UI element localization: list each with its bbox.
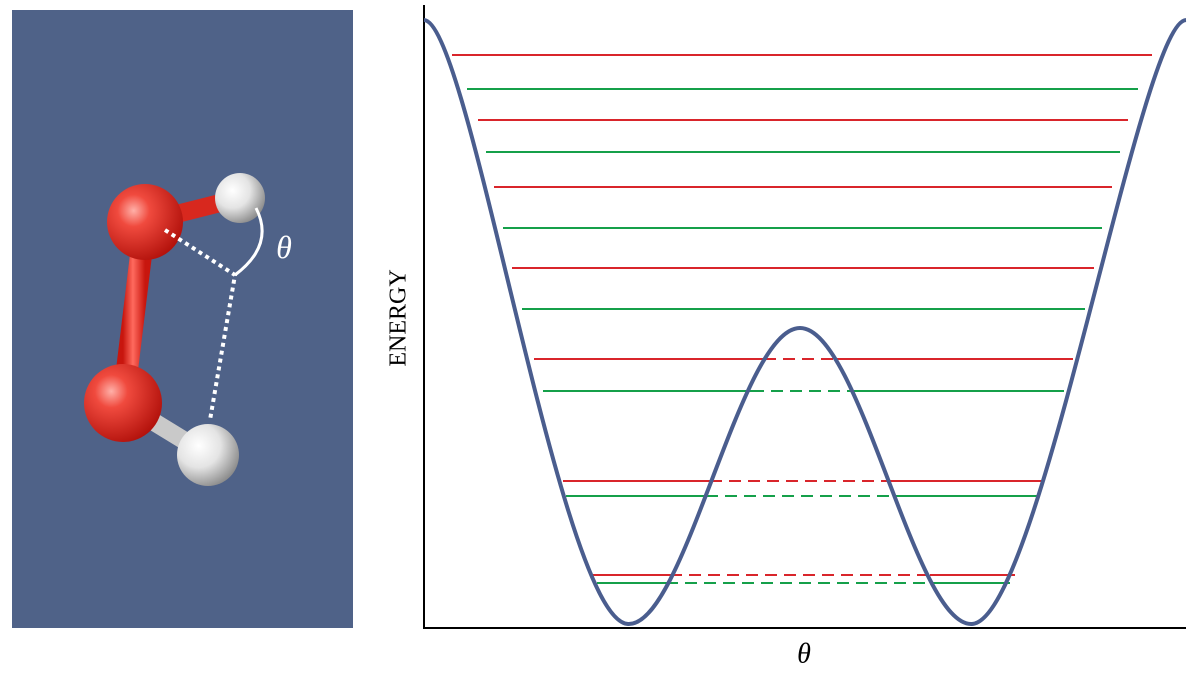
potential-curve [423, 18, 1187, 627]
hydrogen-atom [177, 424, 239, 486]
angle-label: θ [276, 229, 292, 265]
hydrogen-atom [215, 173, 265, 223]
molecule-panel: θ [12, 10, 353, 628]
oxygen-atom [84, 364, 162, 442]
panel-background [12, 10, 353, 628]
energy-plot: ENERGY θ [386, 5, 1187, 669]
angle-arc [234, 207, 264, 277]
y-axis-label: ENERGY [386, 269, 412, 366]
oxygen-atom [107, 184, 183, 260]
energy-levels [452, 54, 1152, 584]
x-axis-label: θ [797, 638, 811, 669]
